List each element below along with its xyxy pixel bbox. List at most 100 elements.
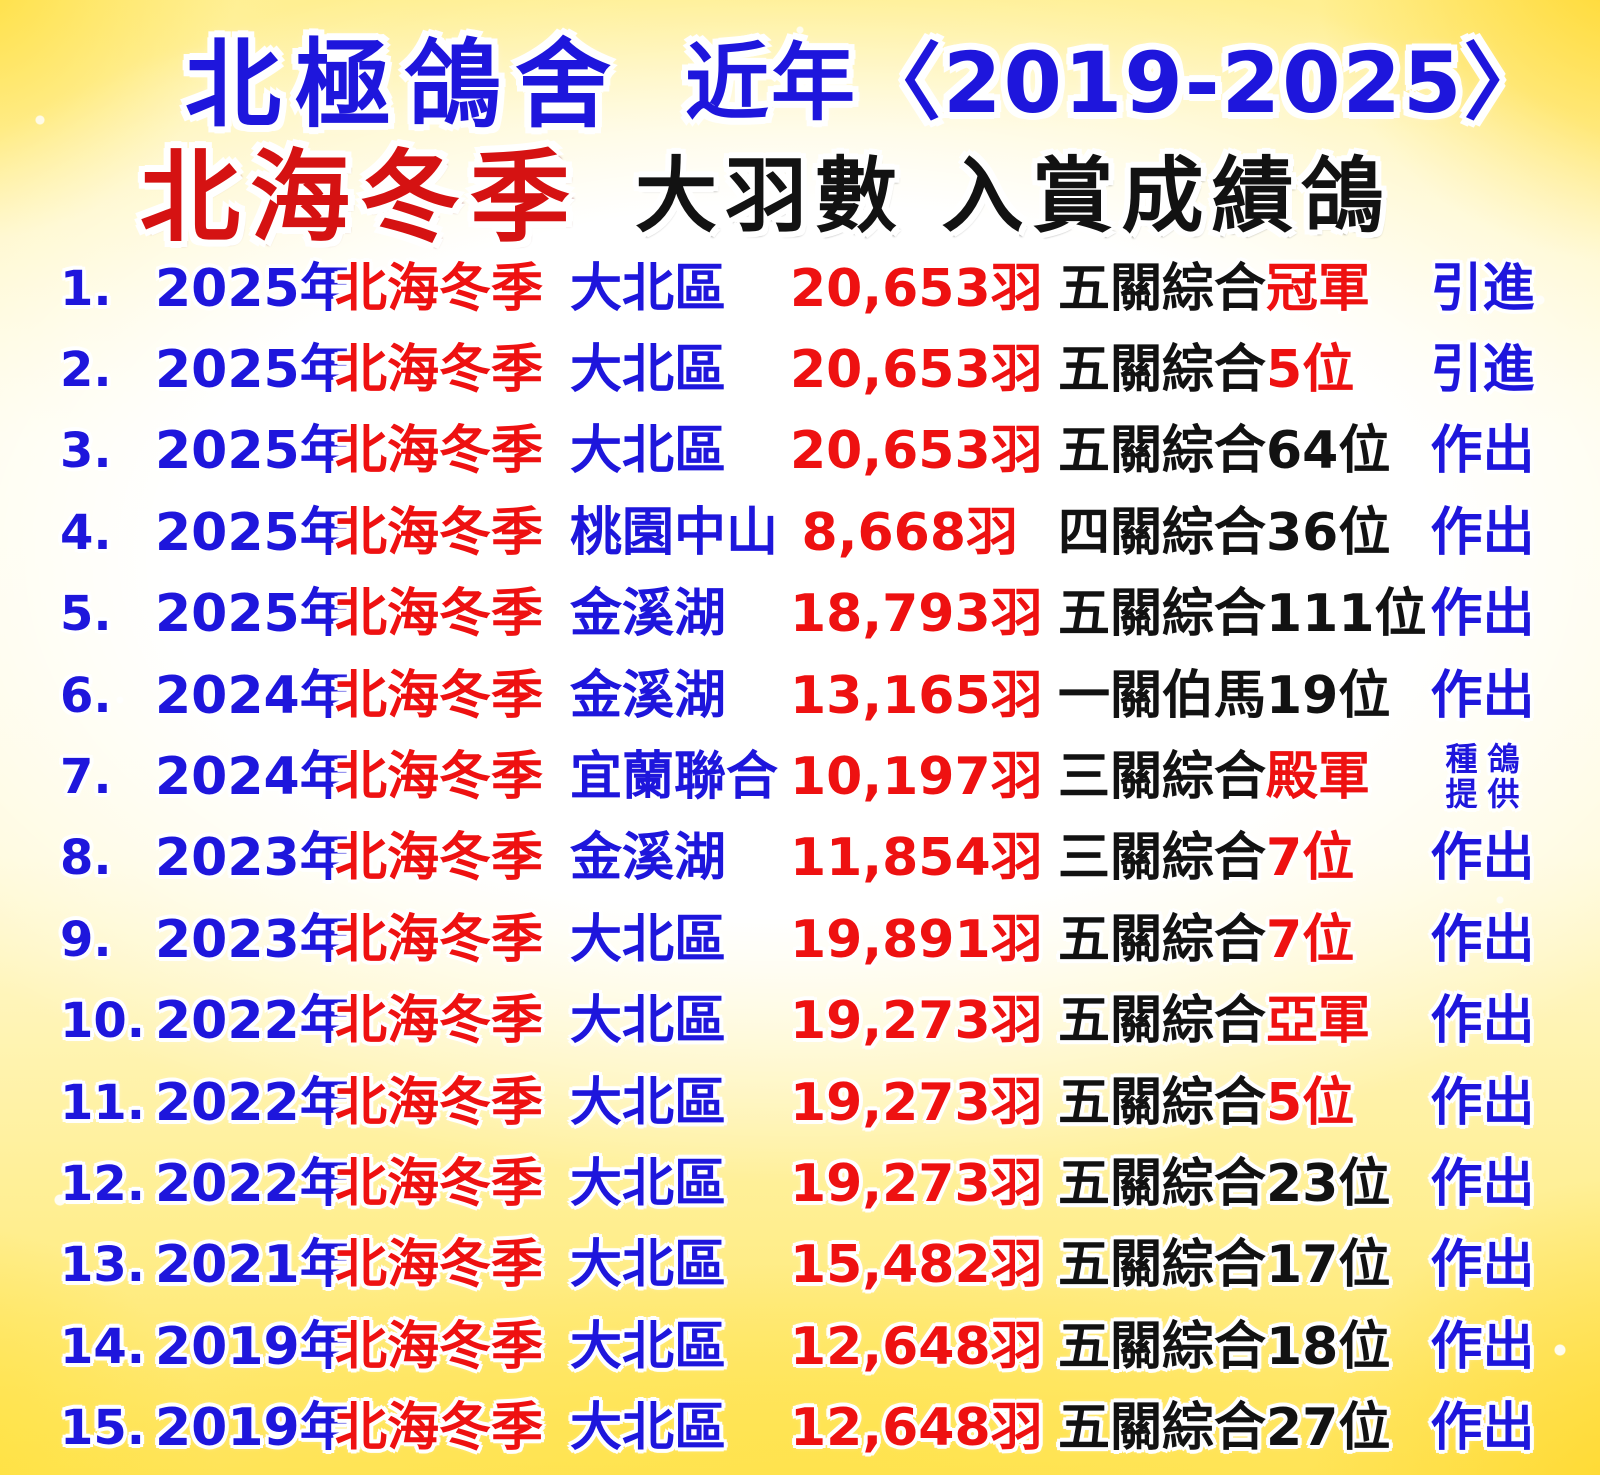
row-year: 2025年: [155, 421, 352, 482]
row-number: 3.: [60, 423, 112, 480]
row-number: 14.: [60, 1318, 146, 1375]
row-result: 五關綜合冠軍: [1030, 263, 1410, 315]
row-year: 2024年: [155, 747, 352, 808]
row-bird-count: 10,197羽: [790, 747, 1043, 808]
row-source: 作出: [1430, 1316, 1535, 1377]
row-result: 五關綜合亞軍: [1030, 995, 1410, 1047]
row-number: 15.: [60, 1400, 146, 1457]
row-result: 五關綜合5位: [1030, 1077, 1410, 1129]
row-result: 五關綜合17位: [1030, 1239, 1410, 1291]
row-result-highlight: 亞軍: [1266, 991, 1371, 1052]
row-event: 北海冬季: [335, 340, 544, 401]
row-result-main: 五關綜合: [1058, 340, 1267, 401]
row-number: 10.: [60, 993, 146, 1050]
row-region: 金溪湖: [570, 828, 727, 889]
row-number: 9.: [60, 911, 112, 968]
row-result-highlight: 殿軍: [1266, 747, 1371, 808]
row-region: 大北區: [570, 1153, 727, 1214]
result-row-5: 5. 2025年 北海冬季 金溪湖 18,793羽 五關綜合111位 作出: [60, 574, 1600, 655]
result-row-9: 9. 2023年 北海冬季 大北區 19,891羽 五關綜合7位 作出: [60, 899, 1600, 980]
row-year: 2023年: [155, 828, 352, 889]
row-result: 四關綜合36位: [1030, 507, 1410, 559]
row-result: 五關綜合7位: [1030, 914, 1410, 966]
row-event: 北海冬季: [335, 991, 544, 1052]
row-result: 五關綜合5位: [1030, 344, 1410, 396]
row-number: 4.: [60, 504, 112, 561]
row-year: 2022年: [155, 1153, 352, 1214]
row-bird-count: 19,273羽: [790, 1072, 1043, 1133]
title-line-1: 北極鴿舍 近年〈2019-2025〉: [0, 0, 1600, 141]
result-row-12: 12. 2022年 北海冬季 大北區 19,273羽 五關綜合23位 作出: [60, 1143, 1600, 1224]
row-year: 2019年: [155, 1398, 352, 1459]
row-source: 作出: [1430, 1235, 1535, 1296]
row-event: 北海冬季: [335, 1316, 544, 1377]
result-row-13: 13. 2021年 北海冬季 大北區 15,482羽 五關綜合17位 作出: [60, 1225, 1600, 1306]
row-source: 作出: [1430, 665, 1535, 726]
result-row-1: 1. 2025年 北海冬季 大北區 20,653羽 五關綜合冠軍 引進: [60, 248, 1600, 329]
row-result-main: 五關綜合: [1058, 909, 1267, 970]
row-year: 2025年: [155, 502, 352, 563]
row-number: 13.: [60, 1237, 146, 1294]
row-source: 引進: [1430, 258, 1535, 319]
row-region: 大北區: [570, 991, 727, 1052]
loft-name: 北極鴿舍: [185, 28, 625, 141]
event-title: 北海冬季: [140, 138, 580, 256]
row-event: 北海冬季: [335, 502, 544, 563]
row-source: 引進: [1430, 340, 1535, 401]
row-year: 2019年: [155, 1316, 352, 1377]
row-result-highlight: 冠軍: [1266, 258, 1371, 319]
row-year: 2025年: [155, 258, 352, 319]
row-result-main: 五關綜合: [1058, 1072, 1267, 1133]
row-result: 五關綜合111位: [1030, 588, 1427, 640]
row-bird-count: 18,793羽: [790, 584, 1043, 645]
row-event: 北海冬季: [335, 1235, 544, 1296]
result-row-7: 7. 2024年 北海冬季 宜蘭聯合 10,197羽 三關綜合殿軍 種鴿 提供: [60, 736, 1600, 817]
row-bird-count: 20,653羽: [790, 421, 1043, 482]
row-result-main: 五關綜合18位: [1058, 1316, 1391, 1377]
row-region: 大北區: [570, 340, 727, 401]
row-result: 五關綜合23位: [1030, 1158, 1410, 1210]
row-result-main: 五關綜合: [1058, 258, 1267, 319]
row-region: 大北區: [570, 1235, 727, 1296]
row-region: 大北區: [570, 1316, 727, 1377]
title-period: 近年〈2019-2025〉: [685, 33, 1550, 132]
row-result-main: 一關伯馬19位: [1058, 665, 1391, 726]
row-event: 北海冬季: [335, 584, 544, 645]
row-year: 2024年: [155, 665, 352, 726]
row-region: 桃園中山: [570, 502, 779, 563]
row-bird-count: 19,273羽: [790, 991, 1043, 1052]
row-result: 三關綜合7位: [1030, 832, 1410, 884]
row-region: 金溪湖: [570, 584, 727, 645]
row-region: 大北區: [570, 1398, 727, 1459]
row-source: 作出: [1430, 909, 1535, 970]
row-result-main: 五關綜合64位: [1058, 421, 1391, 482]
row-bird-count: 19,273羽: [790, 1153, 1043, 1214]
row-source: 作出: [1430, 1153, 1535, 1214]
row-year: 2021年: [155, 1235, 352, 1296]
row-event: 北海冬季: [335, 1153, 544, 1214]
row-number: 6.: [60, 667, 112, 724]
row-result-highlight: 7位: [1266, 828, 1355, 889]
result-row-3: 3. 2025年 北海冬季 大北區 20,653羽 五關綜合64位 作出: [60, 411, 1600, 492]
row-event: 北海冬季: [335, 747, 544, 808]
row-source-breeder-provided: 種鴿 提供: [1410, 739, 1555, 812]
row-bird-count: 19,891羽: [790, 909, 1043, 970]
row-event: 北海冬季: [335, 421, 544, 482]
row-result-main: 三關綜合: [1058, 828, 1267, 889]
row-source-line1: 種鴿: [1445, 739, 1530, 778]
row-bird-count: 12,648羽: [790, 1316, 1043, 1377]
result-row-8: 8. 2023年 北海冬季 金溪湖 11,854羽 三關綜合7位 作出: [60, 818, 1600, 899]
row-region: 大北區: [570, 258, 727, 319]
row-region: 大北區: [570, 421, 727, 482]
row-year: 2023年: [155, 909, 352, 970]
row-result: 五關綜合18位: [1030, 1321, 1410, 1373]
row-source: 作出: [1430, 584, 1535, 645]
row-source: 作出: [1430, 421, 1535, 482]
row-event: 北海冬季: [335, 258, 544, 319]
row-source: 作出: [1430, 1398, 1535, 1459]
row-result-highlight: 7位: [1266, 909, 1355, 970]
row-source: 作出: [1430, 1072, 1535, 1133]
row-event: 北海冬季: [335, 665, 544, 726]
row-result-main: 五關綜合17位: [1058, 1235, 1391, 1296]
